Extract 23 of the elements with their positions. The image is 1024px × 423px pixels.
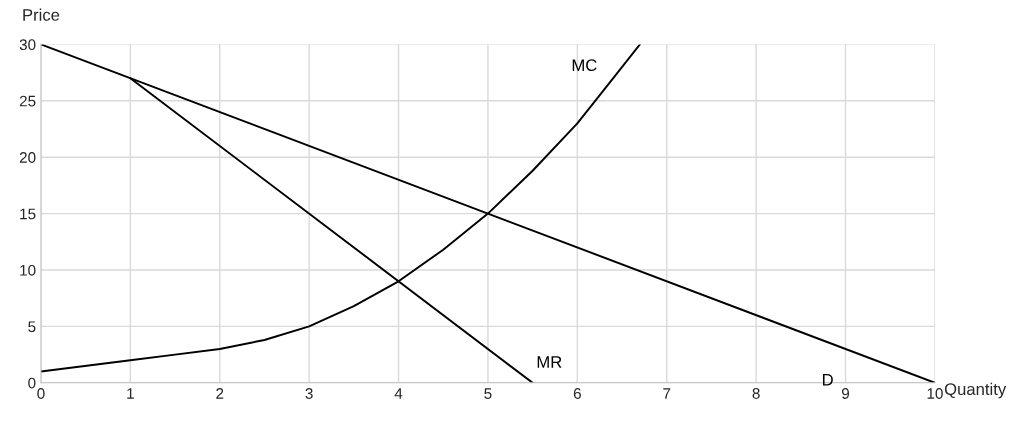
x-tick-label: 10	[927, 388, 943, 399]
x-tick-label: 2	[216, 388, 224, 399]
y-tick-label: 20	[19, 152, 36, 163]
series-label: D	[822, 373, 833, 386]
x-tick-label: 8	[752, 388, 760, 399]
y-tick-label: 30	[19, 39, 36, 51]
y-axis-title: Price	[23, 8, 60, 21]
x-tick-label: 1	[127, 388, 134, 399]
x-tick-label: 3	[305, 388, 313, 399]
x-tick-label: 4	[394, 388, 403, 399]
x-tick-label: 6	[573, 388, 581, 399]
x-tick-label: 9	[841, 388, 850, 399]
y-tick-label: 15	[20, 208, 36, 220]
y-tick-label: 5	[28, 321, 36, 333]
y-tick-label: 25	[19, 95, 36, 107]
y-tick-label: 10	[20, 264, 36, 276]
y-tick-label: 0	[28, 377, 36, 389]
x-tick-label: 7	[663, 388, 671, 399]
x-tick-label: 0	[37, 388, 45, 399]
x-tick-label: 5	[484, 388, 492, 399]
series-label: MR	[537, 356, 562, 368]
x-axis-title: Quantity	[944, 382, 1007, 399]
series-label: MC	[572, 59, 597, 72]
